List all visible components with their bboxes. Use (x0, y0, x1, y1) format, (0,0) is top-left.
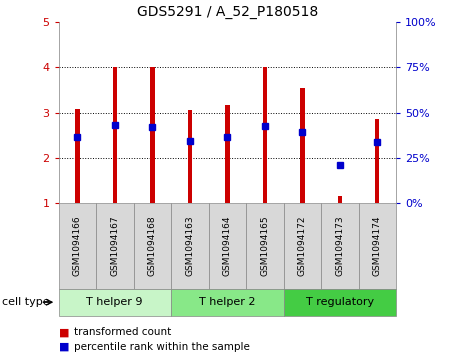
Text: T regulatory: T regulatory (306, 297, 374, 307)
Bar (300, 87, 305, 203)
Text: ■: ■ (58, 342, 69, 352)
Text: ■: ■ (58, 327, 69, 337)
Bar (208, 203, 246, 289)
Bar (171, 203, 208, 289)
Bar (338, 196, 342, 203)
Bar (96, 203, 134, 289)
Bar (246, 203, 284, 289)
Text: transformed count: transformed count (74, 327, 171, 337)
Bar (375, 119, 379, 203)
Text: T helper 9: T helper 9 (86, 297, 143, 307)
Bar (359, 203, 396, 289)
Text: GSM1094165: GSM1094165 (260, 216, 269, 276)
Text: cell type: cell type (2, 297, 50, 307)
Bar (134, 203, 171, 289)
Bar (150, 67, 154, 203)
Text: GSM1094163: GSM1094163 (185, 216, 194, 276)
Bar (188, 110, 192, 203)
Bar (284, 203, 321, 289)
Bar (75, 109, 80, 203)
Bar (225, 105, 230, 203)
Bar (58, 289, 171, 316)
Bar (112, 67, 117, 203)
Text: GSM1094167: GSM1094167 (110, 216, 119, 276)
Text: GSM1094174: GSM1094174 (373, 216, 382, 276)
Text: GSM1094164: GSM1094164 (223, 216, 232, 276)
Bar (262, 67, 267, 203)
Bar (321, 203, 359, 289)
Text: GSM1094166: GSM1094166 (73, 216, 82, 276)
Bar (284, 289, 396, 316)
Bar (171, 289, 284, 316)
Title: GDS5291 / A_52_P180518: GDS5291 / A_52_P180518 (137, 5, 318, 19)
Text: GSM1094173: GSM1094173 (335, 216, 344, 276)
Text: T helper 2: T helper 2 (199, 297, 256, 307)
Text: percentile rank within the sample: percentile rank within the sample (74, 342, 250, 352)
Text: GSM1094168: GSM1094168 (148, 216, 157, 276)
Bar (58, 203, 96, 289)
Text: GSM1094172: GSM1094172 (298, 216, 307, 276)
